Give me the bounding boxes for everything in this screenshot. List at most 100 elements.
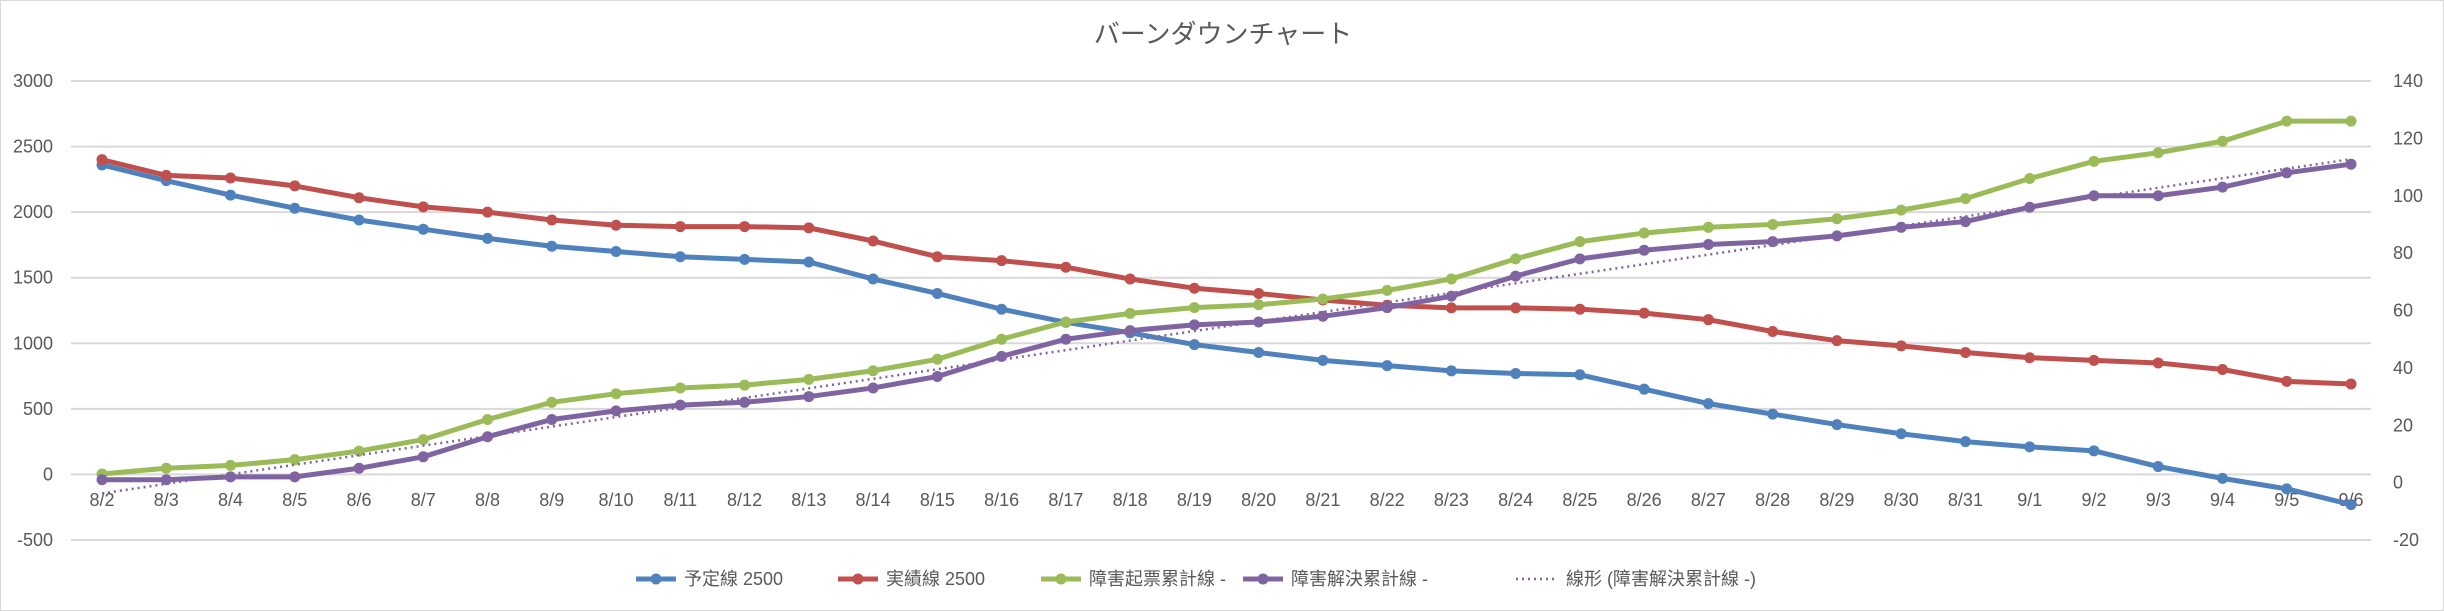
left-tick-label: 1500 <box>13 268 53 288</box>
data-point <box>1574 369 1586 381</box>
data-point <box>2024 441 2036 453</box>
data-point <box>1574 236 1586 248</box>
legend-label: 予定線 2500 <box>684 569 783 589</box>
series-line <box>101 118 2351 477</box>
data-point <box>2024 352 2036 364</box>
data-point <box>1638 227 1650 239</box>
x-tick-label: 8/27 <box>1691 490 1726 510</box>
x-tick-label: 8/19 <box>1177 490 1212 510</box>
data-point <box>739 379 751 391</box>
data-point <box>417 451 429 463</box>
data-point <box>610 219 622 231</box>
data-point <box>546 396 558 408</box>
x-tick-label: 8/7 <box>411 490 436 510</box>
x-tick-label: 8/17 <box>1048 490 1083 510</box>
data-point <box>1253 316 1265 328</box>
data-point <box>2345 115 2357 127</box>
x-tick-label: 8/16 <box>984 490 1019 510</box>
data-point <box>2152 147 2164 159</box>
data-point <box>1638 307 1650 319</box>
data-point <box>1767 218 1779 230</box>
data-point <box>2216 472 2228 484</box>
legend-marker-icon <box>1257 573 1269 585</box>
data-point <box>1317 354 1329 366</box>
x-tick-label: 8/4 <box>218 490 243 510</box>
data-point <box>1638 383 1650 395</box>
left-axis-ticks: -500 0 500 1000 1500 2000 2500 3000 <box>13 71 53 550</box>
legend-marker-icon <box>1055 573 1067 585</box>
data-point <box>1188 282 1200 294</box>
data-point <box>674 221 686 233</box>
data-point <box>1188 302 1200 314</box>
x-tick-label: 8/2 <box>89 490 114 510</box>
data-point <box>1381 360 1393 372</box>
data-point <box>1445 365 1457 377</box>
left-tick-label: 0 <box>43 464 53 484</box>
series-line <box>101 157 2352 387</box>
data-point <box>1253 287 1265 299</box>
data-point <box>160 169 172 181</box>
data-point <box>1060 261 1072 273</box>
data-point <box>1895 204 1907 216</box>
x-tick-label: 8/12 <box>727 490 762 510</box>
data-point <box>2281 115 2293 127</box>
data-point <box>931 353 943 365</box>
data-point <box>2281 375 2293 387</box>
right-tick-label: 80 <box>2393 243 2413 263</box>
data-point <box>353 462 365 474</box>
x-tick-label: 8/8 <box>475 490 500 510</box>
data-point <box>1959 216 1971 228</box>
x-tick-label: 8/9 <box>539 490 564 510</box>
data-point <box>1445 273 1457 285</box>
data-point <box>1831 419 1843 431</box>
right-axis-ticks: -20 0 20 40 60 80 100 120 140 <box>2393 71 2423 550</box>
data-point <box>482 232 494 244</box>
legend-label: 障害起票累計線 - <box>1089 569 1226 589</box>
data-point <box>1702 314 1714 326</box>
data-point <box>610 388 622 400</box>
data-point <box>225 189 237 201</box>
data-point <box>867 382 879 394</box>
data-point <box>1188 319 1200 331</box>
x-tick-label: 8/25 <box>1562 490 1597 510</box>
data-point <box>2216 135 2228 147</box>
data-point <box>2152 357 2164 369</box>
data-point <box>2088 155 2100 167</box>
legend-marker-icon <box>852 573 864 585</box>
data-point <box>2024 201 2036 213</box>
data-point <box>1831 335 1843 347</box>
right-tick-label: 40 <box>2393 358 2413 378</box>
x-tick-label: 8/28 <box>1755 490 1790 510</box>
series-4 <box>96 158 2357 486</box>
x-tick-label: 8/11 <box>663 490 697 510</box>
data-point <box>1574 253 1586 265</box>
data-point <box>2216 181 2228 193</box>
data-point <box>1188 339 1200 351</box>
data-point <box>1895 428 1907 440</box>
data-point <box>803 391 815 403</box>
x-tick-label: 8/30 <box>1884 490 1919 510</box>
x-tick-label: 8/21 <box>1305 490 1340 510</box>
data-point <box>674 382 686 394</box>
data-point <box>2345 158 2357 170</box>
data-point <box>546 214 558 226</box>
series-line <box>101 162 2352 508</box>
series-line <box>102 161 2352 483</box>
right-tick-label: 100 <box>2393 186 2423 206</box>
data-point <box>1253 346 1265 358</box>
data-point <box>1959 436 1971 448</box>
x-tick-label: 8/26 <box>1627 490 1662 510</box>
data-point <box>610 245 622 257</box>
gridlines <box>71 80 2371 541</box>
data-point <box>1124 273 1136 285</box>
data-point <box>353 445 365 457</box>
data-point <box>1702 239 1714 251</box>
data-point <box>674 399 686 411</box>
series-lines <box>96 115 2357 511</box>
data-point <box>482 431 494 443</box>
data-point <box>867 273 879 285</box>
data-point <box>289 202 301 214</box>
data-point <box>803 222 815 234</box>
right-tick-label: 120 <box>2393 128 2423 148</box>
